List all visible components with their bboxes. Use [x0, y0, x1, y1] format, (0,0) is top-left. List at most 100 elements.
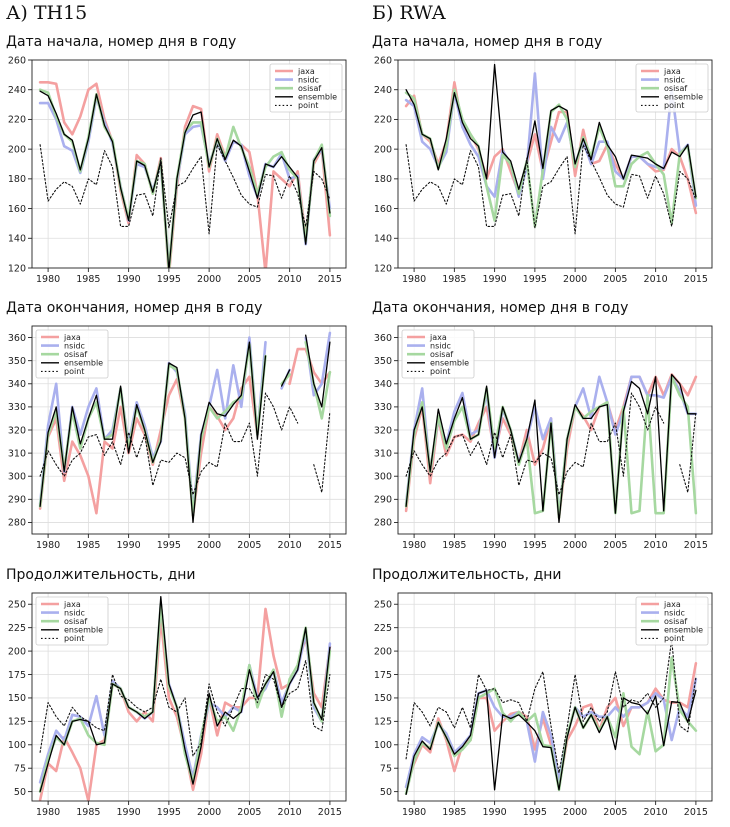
x-tick-label: 1980 — [36, 807, 60, 818]
y-tick-label: 340 — [8, 379, 26, 390]
y-tick-label: 50 — [14, 787, 26, 798]
plot-frame — [397, 592, 713, 802]
legend-label-nsidc: nsidc — [298, 75, 319, 84]
legend-label-point: point — [64, 367, 84, 376]
y-tick-label: 100 — [8, 740, 26, 751]
x-tick-label: 1995 — [523, 807, 547, 818]
y-tick-label: 75 — [14, 764, 26, 775]
y-tick-label: 310 — [8, 448, 26, 459]
legend-label-nsidc: nsidc — [64, 608, 85, 617]
series-nsidc-line — [404, 677, 698, 789]
y-tick-label: 250 — [374, 600, 392, 611]
y-tick-label: 150 — [8, 693, 26, 704]
legend-label-jaxa: jaxa — [663, 600, 681, 609]
legend-label-point: point — [64, 634, 84, 643]
x-tick-label: 2005 — [603, 274, 627, 285]
chart-title: Дата окончания, номер дня в году — [372, 300, 629, 316]
legend-label-jaxa: jaxa — [63, 600, 81, 609]
chart-title: Дата начала, номер дня в году — [6, 34, 237, 50]
series-point-line — [405, 392, 697, 496]
legend-label-osisaf: osisaf — [430, 350, 453, 359]
x-tick-label: 1990 — [483, 807, 507, 818]
y-tick-label: 140 — [8, 234, 26, 245]
y-tick-label: 100 — [374, 740, 392, 751]
y-tick-label: 150 — [374, 693, 392, 704]
x-tick-label: 2015 — [318, 540, 342, 551]
legend-label-osisaf: osisaf — [298, 84, 321, 93]
legend-label-jaxa: jaxa — [663, 67, 681, 76]
legend-label-ensemble: ensemble — [64, 359, 103, 368]
x-tick-label: 1980 — [402, 274, 426, 285]
x-tick-label: 1995 — [157, 807, 181, 818]
series-osisaf-line — [38, 602, 332, 793]
chart-rwa-start: 1980 1985 1990 1995 2000 2005 2010 2015 120 140 16… — [374, 55, 713, 285]
chart-rwa-duration: 1980 1985 1990 1995 2000 2005 2010 2015 50 75 100 1… — [374, 592, 713, 818]
x-tick-label: 2015 — [684, 807, 708, 818]
x-tick-label: 1995 — [157, 540, 181, 551]
x-tick-label: 1985 — [76, 540, 100, 551]
y-tick-label: 280 — [8, 518, 26, 529]
legend-label-point: point — [430, 367, 450, 376]
x-tick-label: 1985 — [76, 807, 100, 818]
legend-label-point: point — [664, 634, 684, 643]
x-tick-label: 2010 — [644, 274, 668, 285]
series-ensemble-line — [405, 689, 697, 796]
y-tick-label: 125 — [374, 717, 392, 728]
series-jaxa-line — [38, 81, 332, 268]
series-ensemble-line — [405, 63, 697, 198]
y-tick-label: 175 — [374, 670, 392, 681]
x-tick-label: 2000 — [563, 540, 587, 551]
chart-panel-rwa-end: Дата окончания, номер дня в году 1980 198… — [372, 300, 722, 554]
y-tick-label: 330 — [374, 402, 392, 413]
chart-th15-duration: 1980 1985 1990 1995 2000 2005 2010 2015 50 75 100 1… — [8, 592, 347, 818]
series-point-line — [39, 144, 331, 235]
chart-panel-rwa-duration: Продолжительность, дни 1980 1985 1990 1995 2… — [372, 567, 722, 821]
series-ensemble-line — [39, 90, 331, 268]
x-tick-label: 2010 — [278, 540, 302, 551]
legend-label-osisaf: osisaf — [64, 350, 87, 359]
x-tick-label: 1985 — [442, 274, 466, 285]
y-tick-label: 300 — [8, 472, 26, 483]
x-tick-label: 2005 — [237, 807, 261, 818]
y-tick-label: 120 — [8, 263, 26, 274]
x-tick-label: 2005 — [237, 274, 261, 285]
legend-box — [269, 63, 343, 113]
x-tick-label: 2010 — [278, 807, 302, 818]
x-tick-label: 2010 — [644, 807, 668, 818]
y-tick-label: 220 — [374, 115, 392, 126]
x-tick-label: 2000 — [563, 807, 587, 818]
chart-title: Продолжительность, дни — [6, 567, 196, 583]
legend-label-nsidc: nsidc — [664, 75, 685, 84]
legend-box — [401, 329, 475, 379]
legend-label-point: point — [664, 101, 684, 110]
x-tick-label: 1995 — [523, 540, 547, 551]
y-tick-label: 200 — [8, 646, 26, 657]
x-tick-label: 1985 — [76, 274, 100, 285]
x-tick-label: 2015 — [684, 540, 708, 551]
x-tick-label: 2005 — [603, 807, 627, 818]
y-tick-label: 200 — [8, 144, 26, 155]
legend-label-ensemble: ensemble — [664, 626, 703, 635]
x-tick-label: 2005 — [603, 540, 627, 551]
x-tick-label: 1985 — [442, 540, 466, 551]
chart-panel-th15-end: Дата окончания, номер дня в году 1980 198… — [6, 300, 356, 554]
y-tick-label: 225 — [374, 623, 392, 634]
y-tick-label: 280 — [374, 518, 392, 529]
legend-label-osisaf: osisaf — [64, 617, 87, 626]
chart-panel-th15-duration: Продолжительность, дни 1980 1985 1990 1995 2… — [6, 567, 356, 821]
chart-title: Дата начала, номер дня в году — [372, 34, 603, 50]
x-tick-label: 1990 — [483, 274, 507, 285]
y-tick-label: 250 — [8, 600, 26, 611]
y-tick-label: 180 — [8, 174, 26, 185]
legend-box — [35, 596, 109, 646]
y-tick-label: 240 — [8, 85, 26, 96]
y-tick-label: 320 — [8, 425, 26, 436]
legend-label-nsidc: nsidc — [664, 608, 685, 617]
x-tick-label: 2000 — [197, 540, 221, 551]
plot-frame — [31, 592, 347, 802]
legend-label-ensemble: ensemble — [664, 93, 703, 102]
series-point-line — [405, 639, 697, 774]
